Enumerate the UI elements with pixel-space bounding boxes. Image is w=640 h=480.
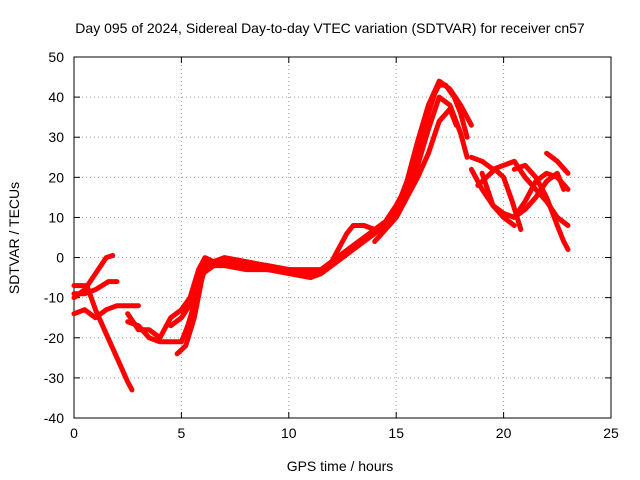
- series-line-sat-q: [479, 170, 517, 228]
- chart-title: Day 095 of 2024, Sidereal Day-to-day VTE…: [75, 20, 585, 36]
- y-tick-label: -10: [44, 290, 64, 306]
- axis-ticks: 0 5 10 15 20 25 -40 -30 -20 -10 0 10 20 30 40 50: [44, 49, 619, 441]
- y-tick-label: 0: [56, 250, 64, 266]
- y-tick-label: -30: [44, 370, 64, 386]
- series-line-sat-h: [174, 78, 474, 357]
- x-axis-label: GPS time / hours: [287, 458, 394, 474]
- series-line-sat-d: [71, 303, 141, 321]
- y-tick-label: 50: [48, 49, 64, 65]
- series-line-sat-c: [71, 283, 135, 393]
- series-line-sat-n: [511, 170, 571, 220]
- y-axis-label: SDTVAR / TECUs: [6, 182, 22, 294]
- y-tick-label: 40: [48, 89, 64, 105]
- series-line-sat-i: [329, 94, 470, 265]
- x-tick-label: 20: [496, 425, 512, 441]
- x-tick-label: 0: [70, 425, 78, 441]
- series-lines: [71, 78, 571, 393]
- series-line-sat-p: [544, 150, 571, 176]
- plot-frame: [73, 56, 612, 419]
- y-tick-label: 20: [48, 169, 64, 185]
- x-tick-label: 10: [281, 425, 297, 441]
- x-tick-label: 25: [603, 425, 619, 441]
- series-line-sat-j: [372, 106, 459, 244]
- y-tick-label: 10: [48, 209, 64, 225]
- series-line-sat-b: [71, 279, 120, 297]
- y-tick-label: 30: [48, 129, 64, 145]
- x-tick-label: 5: [178, 425, 186, 441]
- y-tick-label: -40: [44, 410, 64, 426]
- series-line-sat-o: [511, 162, 571, 252]
- x-tick-label: 15: [388, 425, 404, 441]
- y-tick-label: -20: [44, 330, 64, 346]
